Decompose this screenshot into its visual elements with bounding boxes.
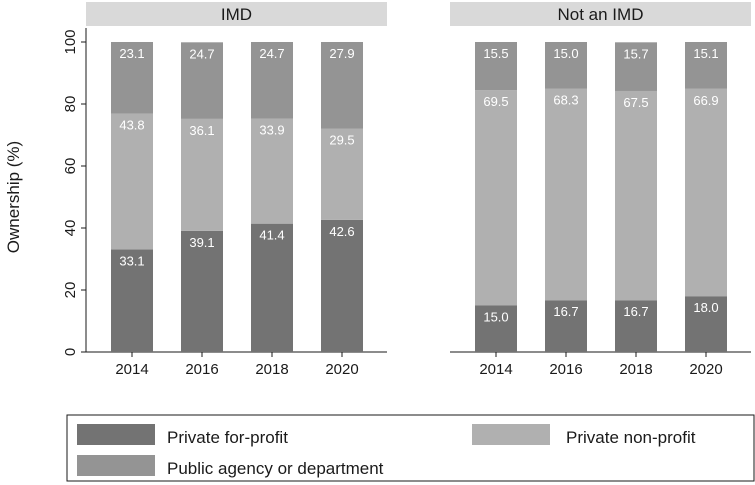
bar-data-label: 42.6: [329, 224, 354, 239]
bar-data-label: 33.9: [259, 123, 284, 138]
bar-data-label: 33.1: [119, 253, 144, 268]
bar-segment: [251, 118, 293, 224]
bar-segment: [181, 42, 223, 119]
bar-data-label: 27.9: [329, 46, 354, 61]
panel-title: IMD: [221, 5, 252, 24]
bar-data-label: 67.5: [623, 95, 648, 110]
bar-data-label: 36.1: [189, 123, 214, 138]
bar-data-label: 15.1: [693, 46, 718, 61]
bar-segment: [321, 219, 363, 352]
x-tick-label: 2018: [255, 361, 288, 378]
y-tick-label: 20: [62, 282, 79, 299]
bar-segment: [545, 42, 587, 89]
bar-data-label: 39.1: [189, 235, 214, 250]
bar-segment: [615, 42, 657, 91]
bar-data-label: 23.1: [119, 46, 144, 61]
bar-segment: [181, 230, 223, 352]
bar-data-label: 15.0: [553, 46, 578, 61]
bar-segment: [321, 128, 363, 220]
legend-label: Public agency or department: [167, 459, 384, 478]
x-tick-label: 2018: [619, 361, 652, 378]
bar-data-label: 16.7: [623, 304, 648, 319]
bar-segment: [615, 90, 657, 301]
bar-data-label: 15.0: [483, 310, 508, 325]
bar-data-label: 24.7: [189, 46, 214, 61]
y-tick-label: 0: [62, 348, 79, 356]
bar-segment: [685, 88, 727, 297]
bar-segment: [685, 296, 727, 352]
legend-label: Private for-profit: [167, 428, 288, 447]
y-tick-label: 40: [62, 220, 79, 237]
x-tick-label: 2020: [689, 361, 722, 378]
panel-title: Not an IMD: [558, 5, 644, 24]
bar-segment: [181, 118, 223, 231]
panel-strip: [450, 2, 751, 26]
bar-segment: [545, 300, 587, 352]
bar-segment: [545, 88, 587, 301]
bar-segment: [475, 305, 517, 352]
legend-swatch: [77, 455, 155, 476]
bar-data-label: 41.4: [259, 228, 284, 243]
legend-swatch: [77, 424, 155, 445]
bar-segment: [111, 249, 153, 352]
bar-segment: [111, 113, 153, 250]
bar-segment: [475, 90, 517, 306]
bar-data-label: 15.7: [623, 46, 648, 61]
bar-segment: [685, 42, 727, 89]
bar-segment: [475, 42, 517, 91]
bar-segment: [615, 300, 657, 352]
x-tick-label: 2016: [549, 361, 582, 378]
legend-label: Private non-profit: [566, 428, 696, 447]
bar-data-label: 15.5: [483, 46, 508, 61]
bar-data-label: 69.5: [483, 94, 508, 109]
y-axis-label: Ownership (%): [4, 141, 23, 253]
y-tick-label: 100: [62, 29, 79, 54]
x-tick-label: 2014: [115, 361, 148, 378]
legend-swatch: [472, 424, 550, 445]
x-tick-label: 2014: [479, 361, 512, 378]
bar-data-label: 16.7: [553, 304, 578, 319]
bar-segment: [111, 42, 153, 114]
bar-segment: [251, 42, 293, 119]
bar-data-label: 66.9: [693, 93, 718, 108]
y-tick-label: 80: [62, 96, 79, 113]
x-tick-label: 2020: [325, 361, 358, 378]
bar-data-label: 43.8: [119, 118, 144, 133]
y-tick-label: 60: [62, 158, 79, 175]
x-tick-label: 2016: [185, 361, 218, 378]
panel-strip: [86, 2, 387, 26]
bar-data-label: 24.7: [259, 46, 284, 61]
legend-box: [66, 414, 755, 482]
bar-data-label: 18.0: [693, 300, 718, 315]
bar-segment: [321, 42, 363, 129]
bar-segment: [251, 223, 293, 352]
bar-data-label: 68.3: [553, 93, 578, 108]
bar-data-label: 29.5: [329, 132, 354, 147]
